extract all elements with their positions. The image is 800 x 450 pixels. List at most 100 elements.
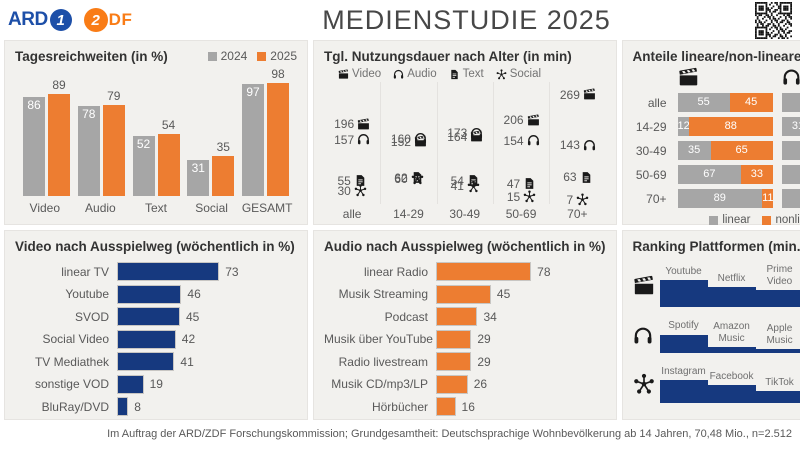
hbar-label: TV Mediathek bbox=[34, 354, 109, 369]
stacked-bar-audio-30-49: 6139 bbox=[781, 141, 800, 160]
hbar-value: 73 bbox=[225, 264, 239, 279]
stacked-bar-video-70-: 89 11 bbox=[677, 189, 774, 208]
bar-2025-social: 35 bbox=[212, 140, 235, 196]
datapoint-video-30-49: 164 bbox=[438, 130, 493, 144]
datapoint-value: 152 bbox=[390, 134, 411, 149]
hbar-musik-ber-youtube bbox=[436, 329, 472, 349]
social-star-icon bbox=[496, 68, 507, 80]
hbar-row-tv-mediathek: TV Mediathek 41 bbox=[15, 352, 297, 371]
ranking-cell-instagram: Instagram bbox=[659, 365, 708, 403]
panel-title: Tgl. Nutzungsdauer nach Alter (in min) bbox=[324, 48, 572, 64]
document-icon bbox=[449, 69, 460, 80]
hbar-value: 78 bbox=[537, 264, 551, 279]
footer-note: Im Auftrag der ARD/ZDF Forschungskommiss… bbox=[107, 428, 792, 440]
row-label: 50-69 bbox=[635, 167, 667, 182]
ranking-bar-apple-music bbox=[755, 349, 800, 353]
clapperboard-icon bbox=[414, 135, 427, 148]
datapoint-audio-30-49: 173 bbox=[438, 126, 493, 140]
legend-item-text: Text bbox=[449, 68, 484, 80]
legend-item-audio: Audio bbox=[393, 68, 437, 80]
hbar-row-h-rb-cher: Hörbücher 16 bbox=[324, 397, 606, 416]
datapoint-text-70-: 63 bbox=[550, 170, 605, 184]
segment-linear: 83 bbox=[781, 165, 800, 184]
category-label-audio: Audio bbox=[85, 201, 116, 215]
datapoint-text-50-69: 47 bbox=[494, 177, 549, 191]
datapoint-video-14-29: 152 bbox=[381, 134, 436, 149]
panel-title: Tagesreichweiten (in %) bbox=[15, 48, 168, 64]
icon-scatter-plot: 196 157 55 30 152 160 62 60 164 173 54 41 206 154 47 15… bbox=[324, 82, 606, 207]
bar-2025-audio: 79 bbox=[102, 89, 125, 196]
platform-label: Instagram bbox=[661, 365, 706, 377]
datapoint-value: 41 bbox=[450, 179, 464, 194]
platform-label: Amazon Music bbox=[713, 321, 750, 344]
panel-audio-ausspielweg: Audio nach Ausspielweg (wöchentlich in %… bbox=[313, 230, 617, 420]
dashboard-grid: Tagesreichweiten (in %) 2024 2025 86 89 78… bbox=[0, 40, 800, 420]
row-label: 30-49 bbox=[635, 143, 667, 158]
panel-title: Ranking Plattformen (min. wöchentlich) bbox=[632, 238, 800, 254]
datapoint-social-70-: 7 bbox=[550, 193, 605, 207]
datapoint-value: 154 bbox=[503, 133, 524, 148]
hbar-label: sonstige VOD bbox=[34, 377, 109, 391]
header: ARD 1 2 DF MEDIENSTUDIE 2025 bbox=[0, 0, 800, 40]
platform-label: Netflix bbox=[717, 272, 746, 284]
headphones-icon bbox=[470, 127, 483, 140]
hbar-musik-cd-mp3-lp bbox=[436, 374, 468, 394]
legend-swatch-linear bbox=[709, 215, 719, 225]
datapoint-value: 143 bbox=[559, 138, 580, 153]
category-label-gesamt: GESAMT bbox=[241, 201, 293, 215]
ranking-cell-tiktok: TikTok bbox=[755, 377, 800, 403]
hbar-value: 42 bbox=[181, 332, 196, 346]
social-star-icon bbox=[411, 172, 424, 185]
hbar-label: Social Video bbox=[42, 332, 110, 346]
bar-value: 97 bbox=[246, 85, 260, 100]
hbar-row-svod: SVOD 45 bbox=[15, 307, 297, 326]
hbar-value: 29 bbox=[477, 332, 491, 346]
stacked-bar-video-50-69: 67 33 bbox=[677, 165, 773, 184]
hbar-label: BluRay/DVD bbox=[41, 399, 109, 414]
legend-linear-nonlinear: linear nonlinear bbox=[633, 214, 800, 226]
document-icon bbox=[580, 171, 593, 184]
hbar-value: 19 bbox=[149, 377, 163, 391]
hbar-linear-tv bbox=[117, 262, 220, 281]
ranking-cell-youtube: Youtube bbox=[659, 266, 708, 307]
stacked-bar-audio-alle: 6832 bbox=[781, 93, 800, 112]
hbar-value: 45 bbox=[496, 287, 511, 301]
datapoint-value: 62 bbox=[394, 170, 408, 185]
segment-nonlinear: 33 bbox=[741, 165, 773, 184]
bar-2025-text: 54 bbox=[157, 118, 180, 196]
stacked-bar-audio-14-29: 3169 bbox=[781, 117, 800, 136]
hbar-label: Musik CD/mp3/LP bbox=[331, 377, 428, 391]
hbar-row-radio-livestream: Radio livestream 29 bbox=[324, 352, 606, 371]
hbar-label: Youtube bbox=[65, 287, 109, 301]
bar-2025-video: 89 bbox=[48, 78, 70, 196]
segment-nonlinear: 65 bbox=[710, 141, 773, 160]
segment-linear: 67 bbox=[677, 165, 742, 184]
hbar-radio-livestream bbox=[436, 352, 472, 371]
hbar-row-bluray-dvd: BluRay/DVD 8 bbox=[15, 397, 297, 416]
panel-video-ausspielweg: Video nach Ausspielweg (wöchentlich in %… bbox=[4, 230, 308, 420]
legend-label: Audio bbox=[407, 68, 437, 80]
ranking-bar-netflix bbox=[707, 287, 756, 307]
category-axis: Video Audio Text Social GESAMT bbox=[15, 201, 297, 215]
segment-linear: 35 bbox=[677, 141, 711, 160]
legend-label: Video bbox=[352, 68, 382, 80]
group-icons-row bbox=[633, 66, 800, 88]
ranking-cell-prime-video: Prime Video bbox=[755, 264, 800, 307]
bar-group-social: 31 35 bbox=[187, 140, 235, 196]
bar-value: 79 bbox=[107, 89, 121, 104]
datapoint-value: 60 bbox=[394, 171, 408, 186]
hbar-rows-audio: linear Radio 78 Musik Streaming 45 Podcast 34… bbox=[324, 262, 606, 416]
datapoint-value: 30 bbox=[337, 183, 351, 198]
social-star-icon bbox=[633, 373, 657, 395]
segment-nonlinear: 45 bbox=[729, 93, 773, 112]
clapperboard-icon bbox=[633, 275, 657, 297]
bar-value: 89 bbox=[52, 77, 66, 92]
legend-label-linear: linear bbox=[722, 214, 751, 226]
hbar-row-podcast: Podcast 34 bbox=[324, 307, 606, 326]
datapoint-audio-70-: 143 bbox=[550, 138, 605, 153]
